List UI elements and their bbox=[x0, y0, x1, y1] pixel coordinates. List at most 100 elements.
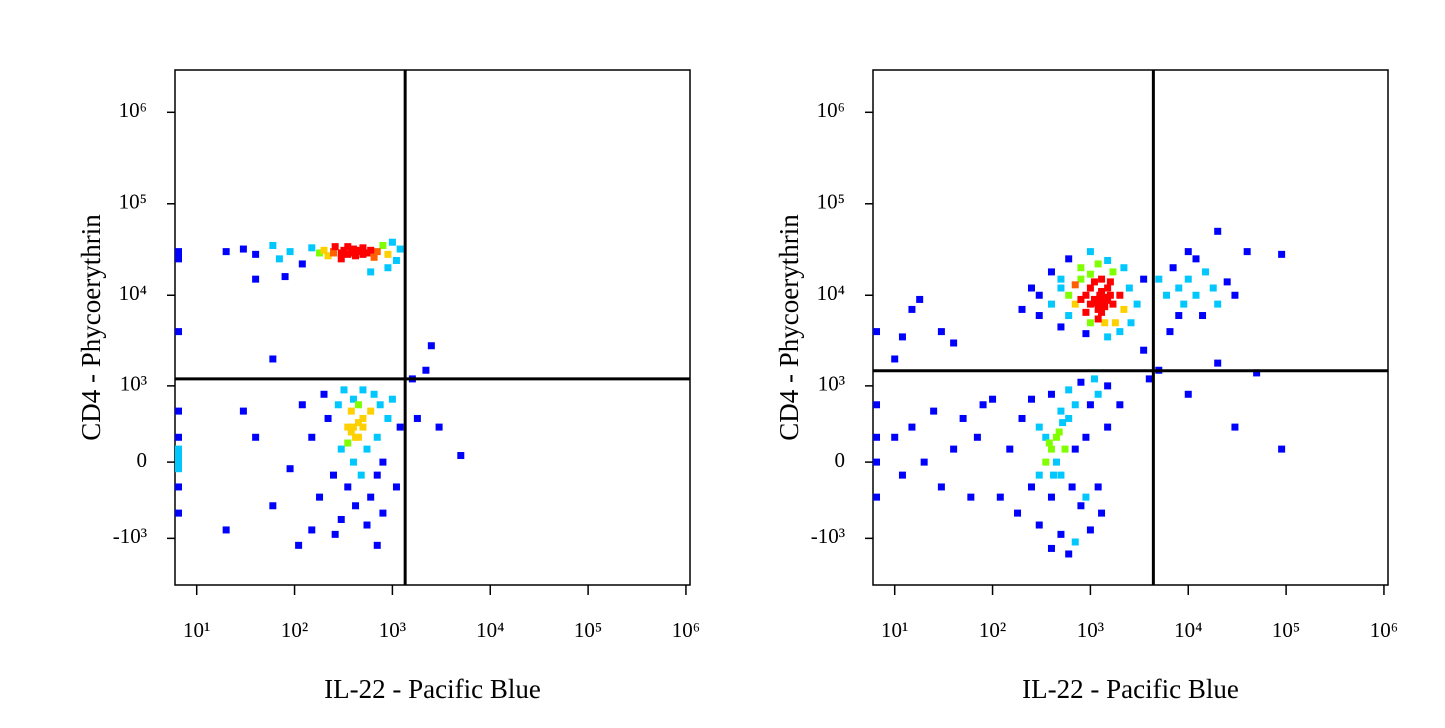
event-point bbox=[1035, 291, 1043, 299]
event-point bbox=[222, 248, 230, 256]
event-point bbox=[996, 493, 1004, 501]
event-point bbox=[1096, 293, 1104, 301]
event-point bbox=[427, 342, 435, 350]
y-tick-label: 10⁶ bbox=[119, 98, 147, 122]
event-point bbox=[337, 255, 345, 263]
event-point bbox=[1192, 255, 1200, 263]
event-point bbox=[269, 502, 277, 510]
event-point bbox=[275, 255, 283, 263]
event-point bbox=[329, 471, 337, 479]
event-point bbox=[1098, 509, 1106, 517]
event-point bbox=[1109, 268, 1117, 276]
event-point bbox=[331, 530, 339, 538]
event-point bbox=[175, 250, 182, 258]
event-point bbox=[1057, 323, 1065, 331]
event-point bbox=[1014, 509, 1022, 517]
event-point bbox=[344, 423, 352, 431]
event-point bbox=[1035, 312, 1043, 320]
event-point bbox=[1047, 300, 1055, 308]
event-point bbox=[352, 433, 360, 441]
event-point bbox=[1071, 281, 1079, 289]
event-point bbox=[1253, 369, 1261, 377]
event-point bbox=[1071, 538, 1079, 546]
event-point bbox=[175, 509, 182, 517]
x-tick-label: 10³ bbox=[379, 618, 406, 642]
event-point bbox=[930, 407, 938, 415]
event-point bbox=[222, 526, 230, 534]
event-point bbox=[1104, 256, 1112, 264]
event-point bbox=[349, 395, 357, 403]
event-point bbox=[1057, 471, 1065, 479]
event-point bbox=[1278, 250, 1286, 258]
event-point bbox=[1077, 264, 1085, 272]
event-point bbox=[308, 526, 316, 534]
event-point bbox=[1094, 315, 1102, 323]
event-point bbox=[392, 256, 400, 264]
y-tick-label: 10⁴ bbox=[817, 281, 845, 305]
event-point bbox=[175, 255, 182, 263]
event-point bbox=[320, 246, 328, 254]
event-point bbox=[1055, 428, 1063, 436]
event-point bbox=[873, 433, 880, 441]
event-point bbox=[175, 458, 182, 466]
y-axis-label: CD4 - Phycoerythrin bbox=[774, 214, 804, 441]
event-point bbox=[175, 433, 182, 441]
event-point bbox=[376, 401, 384, 409]
event-point bbox=[1035, 423, 1043, 431]
event-point bbox=[354, 401, 362, 409]
event-point bbox=[1223, 278, 1231, 286]
event-point bbox=[357, 471, 365, 479]
event-point bbox=[959, 414, 967, 422]
event-point bbox=[359, 250, 367, 258]
event-point bbox=[1065, 414, 1073, 422]
event-point bbox=[1243, 248, 1251, 256]
event-point bbox=[1109, 300, 1117, 308]
event-point bbox=[1102, 296, 1110, 304]
event-point bbox=[1086, 300, 1094, 308]
event-point bbox=[370, 390, 378, 398]
event-point bbox=[370, 253, 378, 261]
event-point bbox=[1180, 300, 1188, 308]
event-point bbox=[373, 248, 381, 256]
event-point bbox=[1101, 319, 1109, 327]
event-point bbox=[367, 407, 375, 415]
event-point bbox=[363, 521, 371, 529]
event-point bbox=[1057, 530, 1065, 538]
event-point bbox=[1042, 458, 1050, 466]
event-point bbox=[1163, 291, 1171, 299]
y-tick-label: -10³ bbox=[811, 524, 845, 548]
x-tick-label: 10⁴ bbox=[476, 618, 504, 642]
x-tick-label: 10³ bbox=[1077, 618, 1104, 642]
event-point bbox=[1104, 284, 1112, 292]
event-point bbox=[920, 458, 928, 466]
event-point bbox=[1169, 264, 1177, 272]
event-point bbox=[1082, 433, 1090, 441]
x-tick-label: 10² bbox=[979, 618, 1006, 642]
event-point bbox=[1086, 284, 1094, 292]
event-point bbox=[891, 355, 899, 363]
event-point bbox=[950, 445, 958, 453]
event-point bbox=[967, 493, 975, 501]
event-point bbox=[1098, 275, 1106, 283]
event-point bbox=[1214, 227, 1222, 235]
event-point bbox=[1045, 439, 1053, 447]
y-tick-label: 0 bbox=[835, 448, 846, 472]
event-point bbox=[1098, 308, 1106, 316]
event-point bbox=[1214, 300, 1222, 308]
event-point bbox=[1042, 433, 1050, 441]
y-tick-label: 10³ bbox=[818, 372, 845, 396]
event-point bbox=[175, 407, 182, 415]
event-point bbox=[1192, 291, 1200, 299]
event-point bbox=[898, 333, 906, 341]
event-point bbox=[373, 541, 381, 549]
event-point bbox=[1057, 284, 1065, 292]
x-tick-label: 10⁶ bbox=[1370, 618, 1398, 642]
event-point bbox=[316, 493, 324, 501]
event-point bbox=[413, 414, 421, 422]
event-point bbox=[175, 452, 182, 460]
event-point bbox=[334, 401, 342, 409]
event-point bbox=[1018, 414, 1026, 422]
event-point bbox=[359, 244, 367, 252]
event-point bbox=[1140, 275, 1148, 283]
event-point bbox=[1068, 483, 1076, 491]
